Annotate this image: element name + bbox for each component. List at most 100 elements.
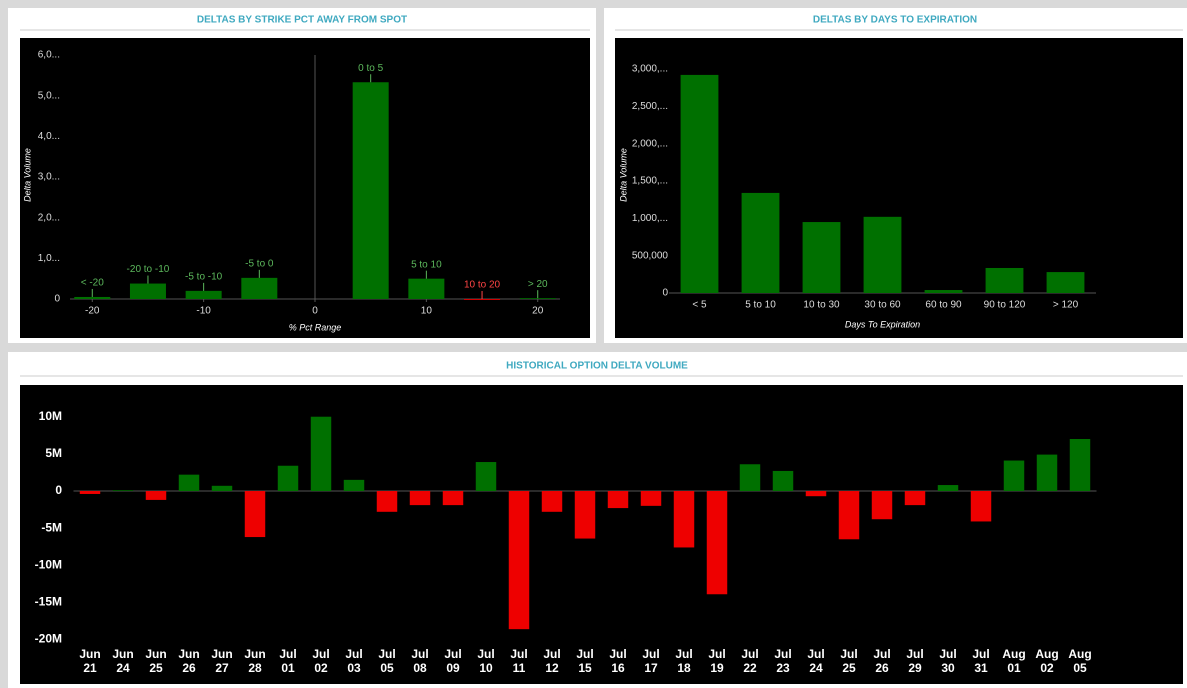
bar — [178, 474, 200, 491]
x-tick-label: Jul 12 — [543, 647, 561, 675]
y-tick-label: 10M — [39, 409, 62, 423]
y-tick-label: 5M — [45, 446, 62, 460]
x-tick-label: > 120 — [1053, 300, 1079, 311]
y-tick-label: 3,0... — [38, 172, 60, 183]
x-axis-title: Days To Expiration — [845, 319, 920, 329]
plot-area — [20, 385, 1183, 684]
chart-title: DELTAS BY STRIKE PCT AWAY FROM SPOT — [197, 15, 407, 26]
x-tick-label: Jul 10 — [477, 647, 495, 675]
y-tick-label: 500,000 — [632, 250, 669, 261]
x-tick-label: Jun 21 — [79, 647, 101, 675]
bar — [241, 277, 278, 299]
bar — [79, 491, 101, 494]
bar — [772, 470, 794, 491]
x-tick-label: Jul 09 — [444, 647, 462, 675]
bar — [802, 222, 841, 293]
x-tick-label: Jul 17 — [642, 647, 660, 675]
bar — [129, 283, 166, 299]
x-tick-label: 5 to 10 — [745, 300, 776, 311]
bar-label: -5 to 0 — [245, 258, 274, 269]
chart-title: DELTAS BY DAYS TO EXPIRATION — [813, 15, 977, 26]
x-tick-label: Jul 26 — [873, 647, 891, 675]
y-tick-label: 1,000,... — [632, 213, 668, 224]
x-tick-label: 60 to 90 — [925, 300, 962, 311]
x-tick-label: Jul 30 — [939, 647, 957, 675]
y-tick-label: 2,000,... — [632, 138, 668, 149]
bar — [519, 298, 556, 299]
bar — [680, 74, 719, 293]
x-tick-label: Jun 25 — [145, 647, 167, 675]
y-tick-label: -5M — [41, 520, 62, 534]
bar — [739, 464, 761, 491]
x-tick-label: Jul 18 — [675, 647, 693, 675]
y-tick-label: 2,500,... — [632, 101, 668, 112]
bar — [706, 491, 728, 595]
x-tick-label: 10 to 30 — [803, 300, 840, 311]
bar — [838, 491, 860, 540]
y-tick-label: 3,000,... — [632, 64, 668, 75]
x-tick-label: 10 — [421, 306, 433, 317]
bar — [871, 491, 893, 520]
bar — [924, 290, 963, 293]
y-tick-label: 1,0... — [38, 253, 60, 264]
bar — [1036, 454, 1058, 491]
bar — [673, 491, 695, 548]
x-axis-title: % Pct Range — [289, 322, 342, 332]
y-tick-label: -15M — [35, 595, 62, 609]
y-tick-label: 0 — [54, 294, 60, 305]
bar — [145, 491, 167, 500]
x-tick-label: Jul 01 — [279, 647, 297, 675]
bar-label: < -20 — [81, 278, 105, 289]
y-axis-title: Delta Volume — [618, 148, 628, 202]
x-tick-label: Jul 11 — [510, 647, 528, 675]
y-tick-label: 6,0... — [38, 50, 60, 61]
bar — [985, 267, 1024, 293]
x-tick-label: Jul 02 — [312, 647, 330, 675]
bar — [1046, 272, 1085, 293]
x-tick-label: Jul 31 — [972, 647, 990, 675]
x-tick-label: 0 — [312, 306, 318, 317]
x-tick-label: -10 — [196, 306, 211, 317]
x-tick-label: 20 — [532, 306, 544, 317]
x-tick-label: Jul 22 — [741, 647, 759, 675]
x-tick-label: Jul 16 — [609, 647, 627, 675]
x-tick-label: < 5 — [692, 300, 707, 311]
bar — [574, 491, 596, 539]
x-tick-label: Jul 24 — [807, 647, 825, 675]
x-tick-label: Jul 08 — [411, 647, 429, 675]
bar — [970, 491, 992, 522]
plot-area — [20, 38, 590, 338]
x-tick-label: Jul 15 — [576, 647, 594, 675]
y-tick-label: 1,500,... — [632, 176, 668, 187]
x-tick-label: 30 to 60 — [864, 300, 901, 311]
bar — [640, 491, 662, 506]
bar — [741, 192, 780, 293]
x-tick-label: Jun 28 — [244, 647, 266, 675]
x-tick-label: Aug 05 — [1068, 647, 1092, 675]
bar — [74, 296, 111, 299]
y-axis-title: Delta Volume — [22, 148, 32, 202]
bar-label: > 20 — [528, 279, 548, 290]
bar — [277, 465, 299, 491]
bar-label: -20 to -10 — [127, 264, 170, 275]
x-tick-label: Jul 05 — [378, 647, 396, 675]
bar — [376, 491, 398, 512]
bar — [343, 479, 365, 491]
x-tick-label: Jul 23 — [774, 647, 792, 675]
bar — [805, 491, 827, 497]
bar — [244, 491, 266, 538]
x-tick-label: Jun 27 — [211, 647, 233, 675]
y-tick-label: 0 — [55, 483, 62, 497]
bar — [408, 278, 445, 299]
bar — [185, 290, 222, 299]
x-tick-label: 90 to 120 — [984, 300, 1026, 311]
y-tick-label: 0 — [662, 288, 668, 299]
bar — [112, 490, 134, 491]
chart-title: HISTORICAL OPTION DELTA VOLUME — [506, 361, 688, 372]
bar — [475, 462, 497, 491]
bar — [1003, 460, 1025, 491]
x-tick-label: Jul 25 — [840, 647, 858, 675]
bar — [904, 491, 926, 506]
